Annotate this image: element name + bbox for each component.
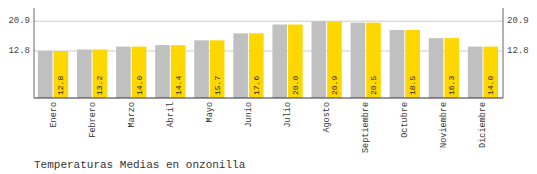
- bar: [390, 30, 405, 98]
- data-label: 12.8: [56, 76, 65, 95]
- data-label: 17.6: [252, 76, 261, 95]
- bar: [468, 47, 483, 98]
- bar: [351, 23, 366, 98]
- data-label: 14.4: [174, 76, 183, 95]
- title: Temperaturas Medias en onzonilla: [34, 159, 246, 171]
- bar: [272, 25, 287, 98]
- bar: [77, 50, 92, 98]
- bar: [233, 33, 248, 98]
- bar: [116, 47, 131, 98]
- x-tick-label: Mayo: [205, 102, 215, 122]
- y-axis-line: [34, 8, 35, 98]
- x-tick-label: Octubre: [400, 102, 410, 138]
- x-tick-label: Noviembre: [439, 102, 449, 148]
- bar: [311, 21, 326, 98]
- data-label: 18.5: [408, 76, 417, 95]
- y-ticks: 12.8 12.8 20.9 20.9: [8, 16, 528, 56]
- data-label: 14.0: [135, 76, 144, 95]
- data-label: 15.7: [213, 76, 222, 95]
- x-tick-label: Enero: [49, 102, 59, 128]
- data-label: 20.9: [330, 76, 339, 95]
- bar: [155, 45, 170, 98]
- bar: [366, 23, 381, 98]
- bar: [327, 21, 342, 98]
- data-label: 16.3: [447, 76, 456, 95]
- data-label: 20.0: [291, 76, 300, 95]
- bar: [483, 47, 498, 98]
- bar: [210, 40, 225, 98]
- bars: [38, 21, 498, 98]
- data-label: 14.0: [486, 76, 495, 95]
- x-tick-label: Marzo: [127, 102, 137, 128]
- chart: 12.8 13.2 14.0 14.4 15.7 17.6 20.0 20.9 20.5 18.5…: [0, 0, 537, 174]
- x-tick-label: Junio: [244, 102, 254, 128]
- data-labels: 12.8 13.2 14.0 14.4 15.7 17.6 20.0 20.9 20.5 18.5…: [56, 76, 495, 95]
- bar: [93, 50, 108, 98]
- x-ticks: Enero Febrero Marzo Abril Mayo Junio Julio Agos…: [49, 102, 489, 153]
- x-axis-line: [34, 98, 503, 99]
- y-tick-label: 20.9: [8, 16, 30, 26]
- bar: [405, 30, 420, 98]
- bar: [444, 38, 459, 98]
- bar: [54, 51, 69, 98]
- grid-line: [34, 21, 503, 22]
- bar: [249, 33, 264, 98]
- bar: [288, 25, 303, 98]
- bar: [194, 40, 209, 98]
- data-label: 20.5: [369, 76, 378, 95]
- bar: [132, 47, 147, 98]
- x-tick-label: Agosto: [322, 102, 332, 133]
- bar: [171, 45, 186, 98]
- y2-axis-line: [503, 8, 504, 98]
- x-tick-label: Abril: [166, 102, 176, 128]
- x-tick-label: Febrero: [88, 102, 98, 138]
- bar: [38, 51, 53, 98]
- x-tick-label: Diciembre: [478, 102, 488, 148]
- bar: [429, 38, 444, 98]
- x-tick-label: Septiembre: [361, 102, 371, 153]
- y-tick-label: 12.8: [8, 46, 30, 56]
- x-tick-label: Julio: [283, 102, 293, 128]
- y2-tick-label: 20.9: [507, 16, 529, 26]
- y2-tick-label: 12.8: [507, 46, 529, 56]
- data-label: 13.2: [95, 76, 104, 95]
